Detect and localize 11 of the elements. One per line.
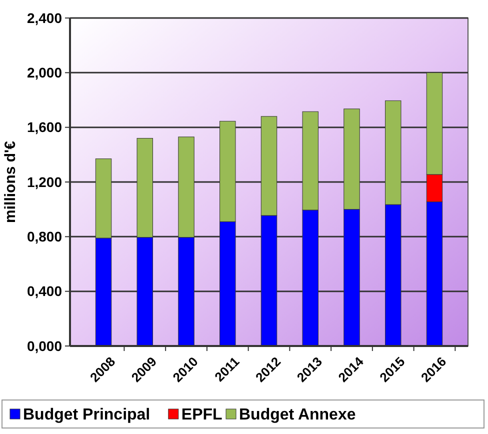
y-tick-label: 1,600 (26, 119, 62, 136)
y-tick-label: 0,800 (26, 228, 62, 245)
y-tick-label: 0,400 (26, 283, 62, 300)
legend-label: Budget Principal (23, 406, 150, 424)
legend-label: Budget Annexe (239, 406, 356, 424)
y-tick-label: 2,000 (26, 64, 62, 81)
y-tick-label: 0,000 (26, 338, 62, 354)
legend-label: EPFL (181, 406, 223, 424)
y-tick-label: 2,400 (26, 10, 62, 26)
y-tick-label: 1,200 (26, 174, 62, 190)
y-axis-title: millions d'€ (2, 140, 19, 223)
